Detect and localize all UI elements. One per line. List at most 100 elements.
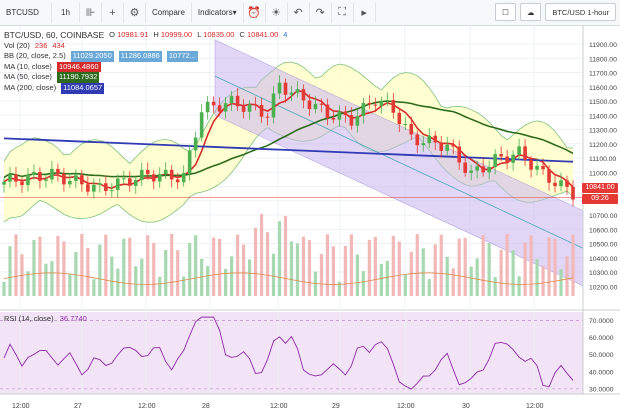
volume-bar — [523, 242, 527, 296]
interval-selector[interactable]: 1h — [52, 2, 80, 23]
volume-bar — [104, 234, 108, 296]
time-tick-label: 29 — [332, 403, 340, 410]
volume-bar — [158, 276, 162, 296]
candle-body — [307, 100, 312, 110]
candle-body — [98, 183, 102, 185]
volume-bar — [463, 237, 467, 296]
volume-bar — [14, 234, 18, 296]
candle-body — [145, 169, 150, 175]
volume-bar — [235, 234, 240, 296]
volume-bar — [265, 232, 270, 296]
candle-body — [229, 95, 234, 104]
volume-bar — [152, 242, 156, 296]
ma50-line — [3, 100, 574, 179]
volume-bar — [277, 221, 282, 296]
candles-icon[interactable]: ⊪ — [80, 2, 102, 23]
interval-label: 1h — [61, 8, 70, 17]
price-tick-label: 11400.00 — [589, 113, 617, 120]
candle-body — [517, 146, 521, 155]
bollinger-fill — [4, 62, 573, 223]
volume-bar — [283, 215, 288, 296]
volume-bar — [164, 249, 168, 296]
candle-body — [151, 174, 156, 182]
rsi-legend[interactable]: RSI (14, close) 36.7740 — [4, 314, 87, 323]
symbol-label: BTCUSD — [6, 8, 39, 17]
volume-bar — [50, 261, 54, 296]
candle-body — [223, 103, 228, 112]
candle-body — [481, 166, 485, 173]
candle-body — [397, 112, 402, 125]
volume-bar — [337, 281, 342, 296]
time-tick-label: 12:00 — [138, 403, 156, 410]
volume-bar — [391, 235, 395, 296]
candle-body — [211, 101, 216, 106]
volume-ma — [3, 272, 574, 285]
alert-icon[interactable]: ⏰ — [244, 2, 266, 23]
candle-body — [38, 172, 42, 181]
rsi-tick-label: 70.0000 — [589, 318, 614, 325]
time-tick-label: 12:00 — [270, 403, 288, 410]
volume-bar — [331, 246, 336, 296]
bulb-icon[interactable]: ☀ — [266, 2, 288, 23]
candle-body — [559, 180, 563, 187]
candle-body — [391, 100, 396, 113]
volume-bar — [32, 239, 36, 296]
candle-body — [469, 170, 473, 173]
volume-bar — [128, 237, 132, 296]
indicators-button[interactable]: Indicators ▾ — [192, 2, 244, 23]
legend-ma200-row[interactable]: MA (200, close) 11084.0657 — [4, 82, 105, 94]
candle-body — [20, 181, 24, 186]
legend-ma50-row[interactable]: MA (50, close) 11190.7932 — [4, 72, 100, 83]
candle-body — [511, 154, 515, 163]
last-price-tag: 10841.00 — [582, 183, 618, 193]
compare-button[interactable]: Compare — [146, 2, 192, 23]
volume-bar — [427, 278, 431, 296]
volume-bar — [307, 240, 312, 296]
redo-icon[interactable]: ↷ — [310, 2, 332, 23]
candle-body — [271, 93, 276, 118]
plus-icon[interactable]: + — [102, 2, 124, 23]
candle-body — [163, 169, 168, 175]
candle-body — [301, 89, 306, 101]
candle-body — [385, 100, 390, 102]
volume-bar — [511, 250, 515, 296]
rsi-tick-label: 40.0000 — [589, 369, 614, 376]
candle-body — [319, 103, 324, 105]
volume-bar — [259, 214, 264, 296]
candle-body — [92, 184, 96, 192]
price-tick-label: 11900.00 — [589, 42, 617, 49]
price-tick-label: 10700.00 — [589, 213, 618, 220]
candle-body — [8, 174, 12, 182]
play-icon[interactable]: ▸ — [354, 2, 376, 23]
volume-bar — [8, 246, 12, 296]
chart-area[interactable]: 11900.00 11800.00 11700.00 11600.00 11500.00… — [0, 26, 620, 416]
gear-icon[interactable]: ⚙ — [124, 2, 146, 23]
indicators-label: Indicators — [197, 8, 233, 17]
volume-bar — [355, 254, 359, 296]
legend-ma10-row[interactable]: MA (10, close) 10946.4860 — [4, 61, 101, 73]
fullscreen-icon[interactable]: ⛶ — [332, 2, 354, 23]
candle-body — [415, 134, 420, 146]
volume-bar — [230, 256, 234, 296]
candle-body — [175, 179, 180, 183]
candle-body — [187, 150, 192, 174]
chart-svg[interactable]: 11900.00 11800.00 11700.00 11600.00 11500.00… — [0, 26, 620, 416]
volume-bar — [289, 241, 294, 296]
square-icon[interactable]: ☐ — [495, 3, 516, 21]
legend-vol-row[interactable]: Vol (20) 236 434 — [4, 40, 65, 50]
candle-body — [523, 146, 527, 160]
candle-body — [199, 112, 204, 138]
symbol-search[interactable]: BTCUSD — [0, 2, 52, 23]
legend-bb-row[interactable]: BB (20, close, 2.5) 11029.2050 11286.088… — [4, 51, 198, 62]
volume-bar — [343, 246, 347, 296]
cloud-icon[interactable]: ☁ — [519, 3, 542, 21]
volume-bar — [541, 265, 545, 296]
time-tick-label: 28 — [202, 403, 210, 410]
price-tick-label: 11500.00 — [589, 99, 617, 106]
undo-icon[interactable]: ↶ — [288, 2, 310, 23]
volume-bar — [325, 234, 330, 296]
volume-bar — [505, 234, 509, 296]
candle-body — [427, 135, 432, 144]
volume-bar — [361, 271, 365, 296]
title-button[interactable]: BTC/USD 1-hour — [545, 3, 616, 21]
